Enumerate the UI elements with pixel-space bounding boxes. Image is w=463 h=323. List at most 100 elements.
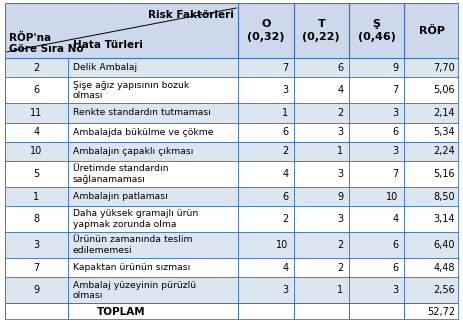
Bar (68, 58, 238, 77)
Bar (348, 187, 403, 206)
Text: T
(0,22): T (0,22) (302, 19, 339, 42)
Text: 9: 9 (392, 63, 398, 73)
Bar (293, 103, 348, 122)
Bar (403, 232, 458, 258)
Bar (5, 277, 68, 303)
Text: RÖP'na: RÖP'na (9, 33, 51, 43)
Text: 5: 5 (33, 169, 39, 179)
Text: Kapaktan ürünün sızması: Kapaktan ürünün sızması (72, 263, 189, 272)
Text: 6: 6 (282, 192, 288, 202)
Bar (5, 142, 68, 161)
Text: 3: 3 (33, 240, 39, 250)
Text: 5,06: 5,06 (432, 85, 454, 95)
Text: 9: 9 (337, 192, 343, 202)
Text: Şişe ağız yapısının bozuk
olması: Şişe ağız yapısının bozuk olması (72, 81, 188, 100)
Bar (403, 277, 458, 303)
Bar (348, 258, 403, 277)
Text: Ambalajın çapaklı çıkması: Ambalajın çapaklı çıkması (72, 147, 193, 156)
Text: 52,72: 52,72 (426, 307, 454, 317)
Text: 4: 4 (33, 127, 39, 137)
Text: Hata Türleri: Hata Türleri (72, 40, 142, 50)
Bar (293, 277, 348, 303)
Text: 2: 2 (282, 146, 288, 156)
Bar (238, 161, 293, 187)
Text: 3: 3 (337, 127, 343, 137)
Bar (403, 187, 458, 206)
Text: 6: 6 (33, 85, 39, 95)
Text: Ambalajda bükülme ve çökme: Ambalajda bükülme ve çökme (72, 128, 213, 137)
Bar (5, 122, 68, 142)
Bar (238, 187, 293, 206)
Bar (403, 122, 458, 142)
Text: 1: 1 (33, 192, 39, 202)
Text: 6: 6 (337, 63, 343, 73)
Bar (68, 161, 238, 187)
Text: 2,24: 2,24 (432, 146, 454, 156)
Bar (68, 206, 238, 232)
Text: 10: 10 (386, 192, 398, 202)
Text: 4: 4 (282, 263, 288, 273)
Text: 7: 7 (33, 263, 39, 273)
Text: 3: 3 (337, 169, 343, 179)
Text: 3: 3 (392, 286, 398, 296)
Bar (403, 77, 458, 103)
Bar (348, 206, 403, 232)
Bar (348, 303, 403, 320)
Text: 10: 10 (275, 240, 288, 250)
Text: 1: 1 (282, 108, 288, 118)
Bar (5, 232, 68, 258)
Text: 3: 3 (392, 146, 398, 156)
Text: 2: 2 (33, 63, 39, 73)
Bar (5, 58, 68, 77)
Bar (293, 77, 348, 103)
Text: 4,48: 4,48 (432, 263, 454, 273)
Bar (68, 103, 238, 122)
Bar (403, 161, 458, 187)
Bar (238, 77, 293, 103)
Bar (293, 206, 348, 232)
Bar (293, 3, 348, 58)
Text: 7: 7 (392, 169, 398, 179)
Bar (238, 277, 293, 303)
Text: O
(0,32): O (0,32) (247, 19, 284, 42)
Bar (5, 187, 68, 206)
Bar (293, 58, 348, 77)
Bar (68, 142, 238, 161)
Bar (403, 303, 458, 320)
Bar (238, 303, 293, 320)
Text: 2: 2 (282, 214, 288, 224)
Bar (68, 232, 238, 258)
Text: 2,56: 2,56 (432, 286, 454, 296)
Text: 3: 3 (282, 85, 288, 95)
Text: 2,14: 2,14 (432, 108, 454, 118)
Bar (348, 58, 403, 77)
Bar (5, 77, 68, 103)
Bar (293, 258, 348, 277)
Text: Göre Sıra No: Göre Sıra No (9, 44, 84, 54)
Text: 3: 3 (337, 214, 343, 224)
Text: 2: 2 (337, 108, 343, 118)
Bar (348, 103, 403, 122)
Text: RÖP: RÖP (418, 26, 444, 36)
Bar (348, 77, 403, 103)
Text: 7: 7 (282, 63, 288, 73)
Text: 4: 4 (392, 214, 398, 224)
Bar (238, 206, 293, 232)
Text: 10: 10 (30, 146, 43, 156)
Bar (238, 258, 293, 277)
Bar (238, 3, 293, 58)
Text: TOPLAM: TOPLAM (97, 307, 145, 317)
Bar (68, 77, 238, 103)
Text: 8,50: 8,50 (432, 192, 454, 202)
Text: 5,34: 5,34 (432, 127, 454, 137)
Text: 1: 1 (337, 286, 343, 296)
Text: 3: 3 (282, 286, 288, 296)
Text: 6: 6 (392, 263, 398, 273)
Text: 7: 7 (392, 85, 398, 95)
Text: 8: 8 (33, 214, 39, 224)
Bar (5, 103, 68, 122)
Text: 2: 2 (337, 240, 343, 250)
Text: 6: 6 (392, 240, 398, 250)
Text: Üretimde standardın
sağlanamaması: Üretimde standardın sağlanamaması (72, 164, 168, 183)
Bar (293, 142, 348, 161)
